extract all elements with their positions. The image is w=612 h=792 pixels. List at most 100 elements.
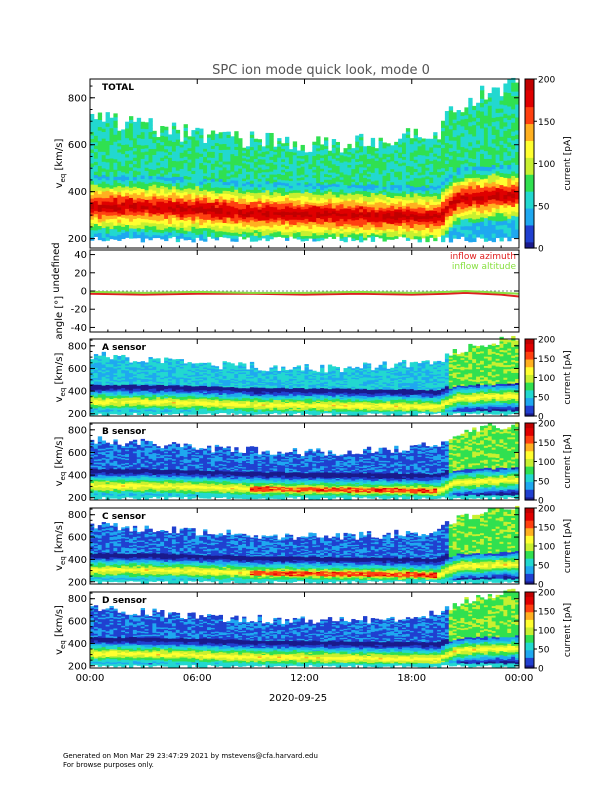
heatmap-cell <box>429 168 434 173</box>
heatmap-cell <box>448 204 454 209</box>
heatmap-cell <box>456 117 461 122</box>
heatmap-cell <box>273 214 278 218</box>
heatmap-cell <box>97 140 103 145</box>
heatmap-cell <box>296 185 301 188</box>
heatmap-cell <box>441 130 446 135</box>
heatmap-cell <box>222 225 227 229</box>
heatmap-cell <box>156 379 161 382</box>
heatmap-cell <box>129 177 134 181</box>
heatmap-cell <box>269 221 274 225</box>
heatmap-cell <box>160 363 165 365</box>
heatmap-cell <box>444 146 450 151</box>
heatmap-cell <box>285 180 290 184</box>
heatmap-cell <box>441 140 446 145</box>
heatmap-cell <box>132 199 138 203</box>
heatmap-cell <box>320 163 325 167</box>
heatmap-cell <box>144 183 149 188</box>
heatmap-cell <box>390 150 395 154</box>
heatmap-cell <box>409 219 415 223</box>
heatmap-cell <box>444 125 450 129</box>
heatmap-cell <box>394 219 399 223</box>
heatmap-cell <box>370 201 376 205</box>
heatmap-cell <box>93 374 99 377</box>
heatmap-cell <box>109 374 114 377</box>
heatmap-cell <box>230 191 235 195</box>
heatmap-cell <box>460 153 465 158</box>
heatmap-cell <box>175 393 181 396</box>
heatmap-cell <box>355 135 360 139</box>
heatmap-cell <box>187 228 192 232</box>
heatmap-cell <box>238 233 243 237</box>
heatmap-cell <box>144 215 149 220</box>
heatmap-cell <box>175 377 181 380</box>
heatmap-cell <box>452 122 457 127</box>
heatmap-cell <box>335 191 340 195</box>
heatmap-cell <box>351 217 356 221</box>
heatmap-cell <box>132 192 138 197</box>
heatmap-cell <box>261 148 266 152</box>
heatmap-cell <box>441 174 446 179</box>
heatmap-cell <box>363 226 368 230</box>
heatmap-cell <box>160 220 165 224</box>
heatmap-cell <box>144 410 149 413</box>
heatmap-cell <box>480 170 485 176</box>
heatmap-cell <box>164 136 169 140</box>
heatmap-cell <box>472 143 477 148</box>
heatmap-cell <box>117 197 122 202</box>
heatmap-cell <box>483 198 489 203</box>
heatmap-cell <box>164 215 169 219</box>
heatmap-cell <box>132 396 138 399</box>
heatmap-cell <box>171 132 177 136</box>
heatmap-cell <box>456 174 461 179</box>
heatmap-cell <box>246 229 251 233</box>
heatmap-cell <box>507 186 512 192</box>
heatmap-cell <box>355 178 360 183</box>
heatmap-cell <box>460 229 465 234</box>
heatmap-cell <box>261 199 266 203</box>
heatmap-cell <box>331 180 337 184</box>
heatmap-cell <box>234 207 239 212</box>
heatmap-cell <box>156 409 161 411</box>
heatmap-cell <box>156 223 161 227</box>
heatmap-cell <box>491 134 496 140</box>
heatmap-cell <box>495 158 500 163</box>
heatmap-cell <box>136 407 142 410</box>
heatmap-cell <box>316 226 321 230</box>
heatmap-cell <box>168 388 173 391</box>
y-label-unit: undefined <box>51 242 62 296</box>
heatmap-cell <box>468 213 473 219</box>
heatmap-cell <box>335 147 340 151</box>
heatmap-cell <box>156 367 161 370</box>
heatmap-cell <box>238 146 243 150</box>
heatmap-cell <box>218 216 223 220</box>
heatmap-cell <box>222 199 227 203</box>
heatmap-cell <box>191 229 196 234</box>
heatmap-cell <box>417 192 422 196</box>
heatmap-cell <box>390 236 395 240</box>
heatmap-cell <box>117 367 122 370</box>
heatmap-cell <box>132 369 138 372</box>
heatmap-cell <box>355 236 360 241</box>
heatmap-cell <box>144 170 149 175</box>
heatmap-cell <box>132 212 138 216</box>
heatmap-cell <box>277 214 282 218</box>
heatmap-cell <box>195 170 200 174</box>
heatmap-cell <box>285 234 290 239</box>
heatmap-cell <box>503 228 508 234</box>
heatmap-cell <box>238 200 243 205</box>
heatmap-cell <box>460 219 465 224</box>
heatmap-cell <box>327 155 333 159</box>
heatmap-cell <box>300 195 305 199</box>
heatmap-cell <box>121 217 126 221</box>
heatmap-cell <box>292 157 298 161</box>
heatmap-cell <box>179 366 184 369</box>
heatmap-cell <box>175 369 181 372</box>
heatmap-cell <box>101 374 106 377</box>
heatmap-cell <box>359 187 364 192</box>
heatmap-cell <box>503 83 508 89</box>
heatmap-cell <box>405 184 411 188</box>
heatmap-cell <box>312 177 317 181</box>
heatmap-cell <box>230 188 235 193</box>
heatmap-cell <box>148 404 153 407</box>
heatmap-cell <box>495 229 500 234</box>
